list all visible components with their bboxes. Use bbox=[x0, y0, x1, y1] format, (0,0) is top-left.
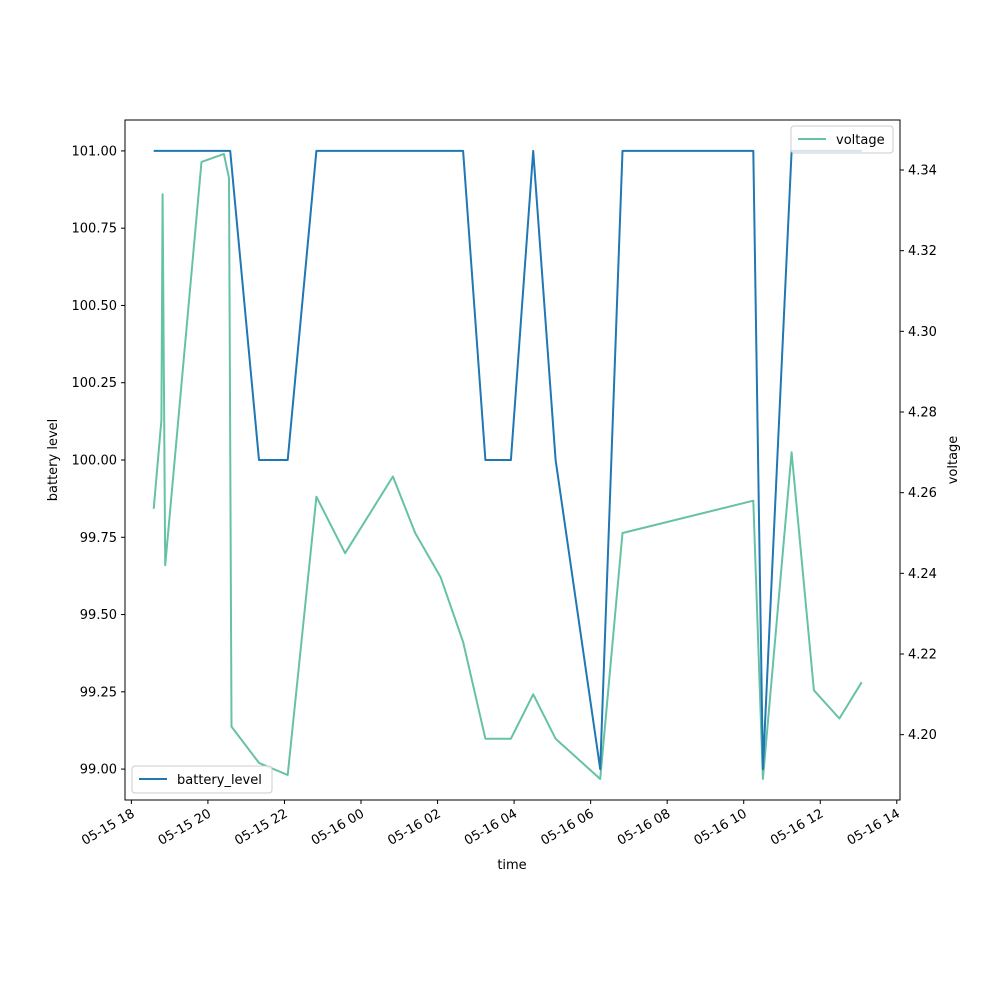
right-tick-label: 4.28 bbox=[908, 406, 937, 421]
left-tick-label: 99.75 bbox=[80, 531, 117, 546]
legend-voltage-label: voltage bbox=[836, 133, 885, 148]
left-tick-label: 100.00 bbox=[72, 454, 118, 469]
left-tick-label: 100.25 bbox=[72, 376, 118, 391]
legend-voltage-frame bbox=[790, 125, 894, 154]
right-tick-label: 4.22 bbox=[908, 647, 937, 662]
left-tick-label: 100.50 bbox=[72, 299, 118, 314]
right-axis-label: voltage bbox=[946, 436, 961, 485]
right-tick-label: 4.32 bbox=[908, 244, 937, 259]
right-tick-label: 4.30 bbox=[908, 325, 937, 340]
series-line-battery-level bbox=[153, 149, 862, 771]
left-tick-label: 99.00 bbox=[80, 763, 117, 778]
x-tick-label: 05-15 20 bbox=[156, 806, 214, 848]
left-tick-label: 100.75 bbox=[72, 222, 118, 237]
right-tick-label: 4.26 bbox=[908, 486, 937, 501]
plot-area bbox=[125, 120, 900, 800]
right-tick-label: 4.20 bbox=[908, 728, 937, 743]
left-axis-ticks: 99.00 99.25 99.50 99.75 100.00 100.25 100.50 10… bbox=[72, 144, 125, 778]
x-axis-label: time bbox=[497, 858, 526, 873]
legend-battery-level-label: battery_level bbox=[177, 773, 262, 788]
x-tick-label: 05-16 06 bbox=[539, 806, 597, 848]
x-tick-label: 05-16 10 bbox=[692, 806, 750, 848]
left-tick-label: 99.50 bbox=[80, 608, 117, 623]
x-tick-label: 05-16 12 bbox=[768, 806, 826, 848]
legend-voltage: voltage bbox=[790, 125, 894, 154]
left-tick-label: 99.25 bbox=[80, 685, 117, 700]
x-tick-label: 05-15 22 bbox=[232, 806, 290, 848]
x-tick-label: 05-16 08 bbox=[615, 806, 673, 848]
right-tick-label: 4.34 bbox=[908, 164, 937, 179]
series-layer bbox=[152, 149, 863, 780]
x-tick-label: 05-16 04 bbox=[462, 806, 520, 848]
right-axis-ticks: 4.20 4.22 4.24 4.26 4.28 4.30 4.32 4.34 bbox=[900, 164, 937, 743]
x-tick-label: 05-16 00 bbox=[309, 806, 367, 848]
right-tick-label: 4.24 bbox=[908, 567, 937, 582]
legend-battery-level: battery_level bbox=[131, 765, 273, 794]
x-tick-label: 05-16 02 bbox=[385, 806, 443, 848]
series-line-voltage bbox=[152, 152, 863, 780]
x-tick-label: 05-16 14 bbox=[845, 806, 903, 848]
x-axis-ticks: 05-15 18 05-15 20 05-15 22 05-16 00 05-16 02… bbox=[79, 800, 903, 849]
x-tick-label: 05-15 18 bbox=[79, 806, 137, 848]
left-axis-label: battery level bbox=[46, 419, 61, 502]
legend-battery-level-frame bbox=[131, 765, 273, 794]
left-tick-label: 101.00 bbox=[72, 144, 118, 159]
